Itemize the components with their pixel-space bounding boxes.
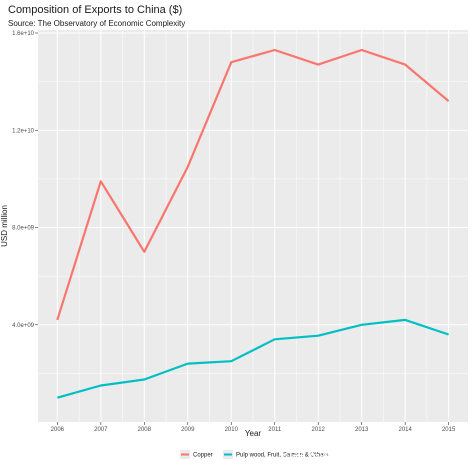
series-lines [56, 48, 450, 399]
x-tick-label: 2014 [398, 427, 412, 433]
x-tick-label: 2012 [312, 427, 326, 433]
legend-label-1: Pulp wood, Fruit, Salmon & Others [236, 453, 328, 459]
y-tick-label: 1.6e+10 [12, 31, 35, 37]
x-tick-label: 2013 [355, 427, 369, 433]
y-tick-label: 4.0e+09 [12, 323, 35, 329]
legend: Copper Pulp wood, Fruit, Salmon & Others [180, 450, 328, 459]
y-tick-label: 8.0e+09 [12, 226, 35, 232]
gridlines [38, 30, 468, 422]
series-line-0 [56, 48, 450, 321]
x-tick-label: 2007 [94, 427, 108, 433]
y-axis-ticks: 4.0e+09 8.0e+09 1.2e+10 1.6e+10 [12, 31, 38, 329]
chart-subtitle: Source: The Observatory of Economic Comp… [8, 19, 186, 28]
watermark: 知乎 @数据分析师王路情 [279, 448, 426, 464]
y-axis-title: USD million [0, 205, 9, 247]
x-tick-label: 2011 [268, 427, 282, 433]
x-tick-label: 2015 [442, 427, 456, 433]
chart-title: Composition of Exports to China ($) [8, 4, 183, 16]
x-axis-ticks: 2006 2007 2008 2009 2010 2011 2012 2013 2014 2015 [51, 422, 456, 433]
watermark-text: 知乎 @数据分析师王路情 [279, 448, 426, 464]
x-tick-label: 2006 [51, 427, 65, 433]
series-line-1 [57, 318, 449, 399]
legend-label-0: Copper [193, 453, 213, 459]
y-tick-label: 1.2e+10 [12, 128, 35, 134]
x-tick-label: 2010 [225, 427, 239, 433]
x-tick-label: 2008 [138, 427, 152, 433]
x-tick-label: 2009 [181, 427, 195, 433]
x-axis-title: Year [245, 429, 262, 438]
